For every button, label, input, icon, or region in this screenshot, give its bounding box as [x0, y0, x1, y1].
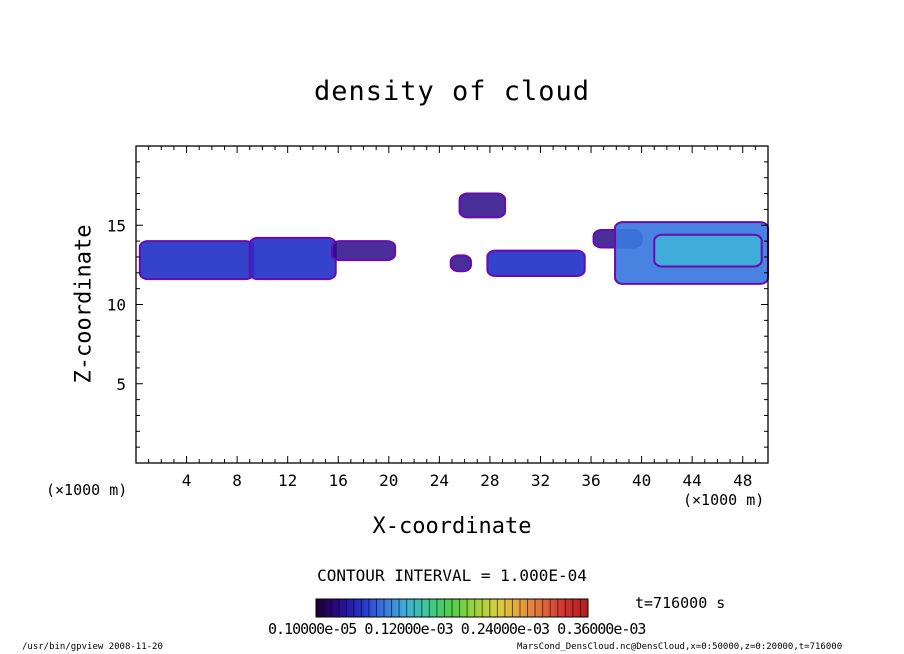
x-tick-label: 36: [581, 471, 600, 490]
x-tick-label: 16: [329, 471, 348, 490]
y-tick-label: 10: [107, 296, 126, 315]
contour-field: [138, 192, 770, 285]
x-tick-label: 12: [278, 471, 297, 490]
x-tick-label: 28: [480, 471, 499, 490]
y-tick-label: 5: [116, 375, 126, 394]
x-tick-label: 40: [632, 471, 651, 490]
y-tick-label: 15: [107, 216, 126, 235]
axis-ticks: [136, 146, 768, 463]
cloud-region-4: [458, 192, 507, 219]
cloud-region-1: [248, 236, 337, 281]
chart-title: density of cloud: [313, 76, 591, 107]
x-tick-label: 8: [232, 471, 242, 490]
footer-program-info: /usr/bin/gpview 2008-11-20: [22, 642, 163, 652]
x-tick-label: 4: [182, 471, 192, 490]
contour-interval-label: CONTOUR INTERVAL = 1.000E-04: [317, 566, 587, 585]
cloud-region-3: [449, 254, 472, 273]
x-axis-unit-label-left: (×1000 m): [46, 481, 128, 499]
cloud-region-8: [653, 233, 763, 268]
footer-file-info: MarsCond_DensCloud.nc@DensCloud,x=0:5000…: [517, 642, 843, 652]
colorbar: [315, 598, 589, 618]
x-tick-label: 24: [430, 471, 449, 490]
plot-frame: [135, 145, 769, 464]
x-axis-label: X-coordinate: [372, 514, 532, 539]
cloud-region-0: [138, 240, 255, 281]
y-axis-label: Z-coordinate: [71, 224, 97, 384]
x-axis-unit-label-right: (×1000 m): [683, 491, 765, 509]
x-tick-label: 20: [379, 471, 398, 490]
time-label: t=716000 s: [635, 594, 726, 612]
cloud-region-2: [330, 240, 397, 262]
x-tick-label: 44: [683, 471, 702, 490]
colorbar-tick-labels: 0.10000e-05 0.12000e-03 0.24000e-03 0.36…: [268, 620, 646, 638]
x-tick-label: 48: [733, 471, 752, 490]
x-tick-label: 32: [531, 471, 550, 490]
cloud-region-5: [486, 249, 586, 277]
